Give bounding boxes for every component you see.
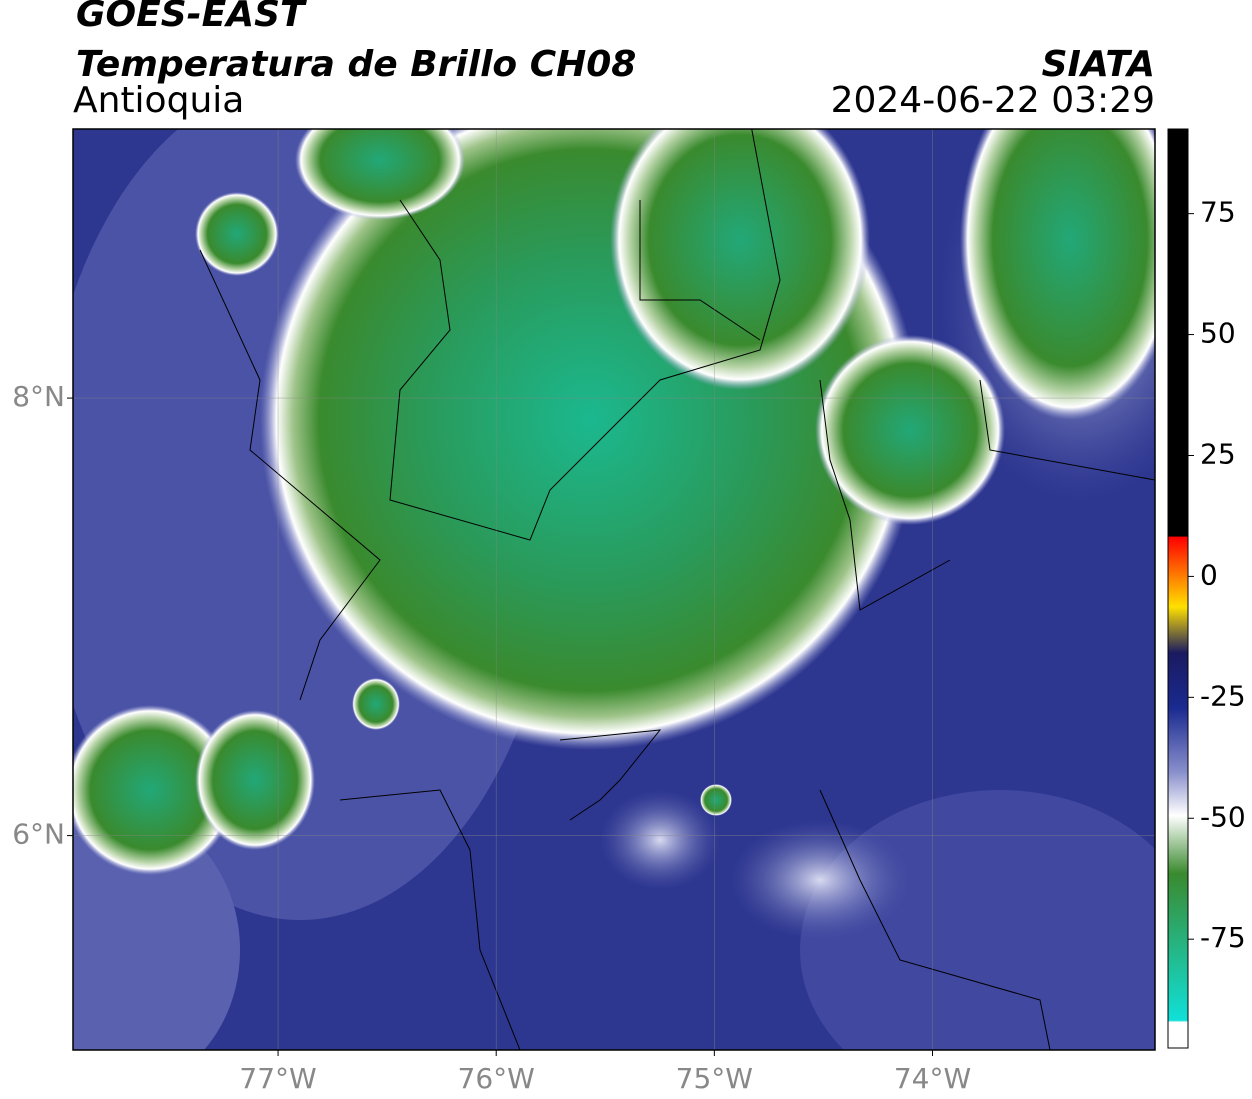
map-image [73, 129, 1155, 1050]
region: Antioquia [73, 80, 244, 121]
colorbar [1167, 128, 1189, 1049]
colorbar-tick-label: -25 [1200, 679, 1246, 712]
lon-tick-label: 77°W [239, 1062, 316, 1095]
colorbar-tick-label: 25 [1200, 437, 1236, 470]
lon-tick-label: 75°W [676, 1062, 753, 1095]
lon-tick-label: 74°W [894, 1062, 971, 1095]
colorbar-tick-label: 75 [1200, 196, 1236, 229]
colorbar-tick-label: 0 [1200, 558, 1218, 591]
colorbar-tick-label: -75 [1200, 921, 1246, 954]
lat-tick-label: 6°N [12, 818, 65, 851]
source: SIATA [1042, 44, 1155, 85]
colorbar-tick-label: -50 [1200, 800, 1246, 833]
title: Temperatura de Brillo CH08 [76, 44, 636, 85]
lat-tick-label: 8°N [12, 380, 65, 413]
map-frame [72, 128, 1156, 1051]
satellite: GOES-EAST [76, 0, 307, 35]
lon-tick-label: 76°W [458, 1062, 535, 1095]
colorbar-tick-label: 50 [1200, 317, 1236, 350]
datetime: 2024-06-22 03:29 [831, 80, 1155, 121]
